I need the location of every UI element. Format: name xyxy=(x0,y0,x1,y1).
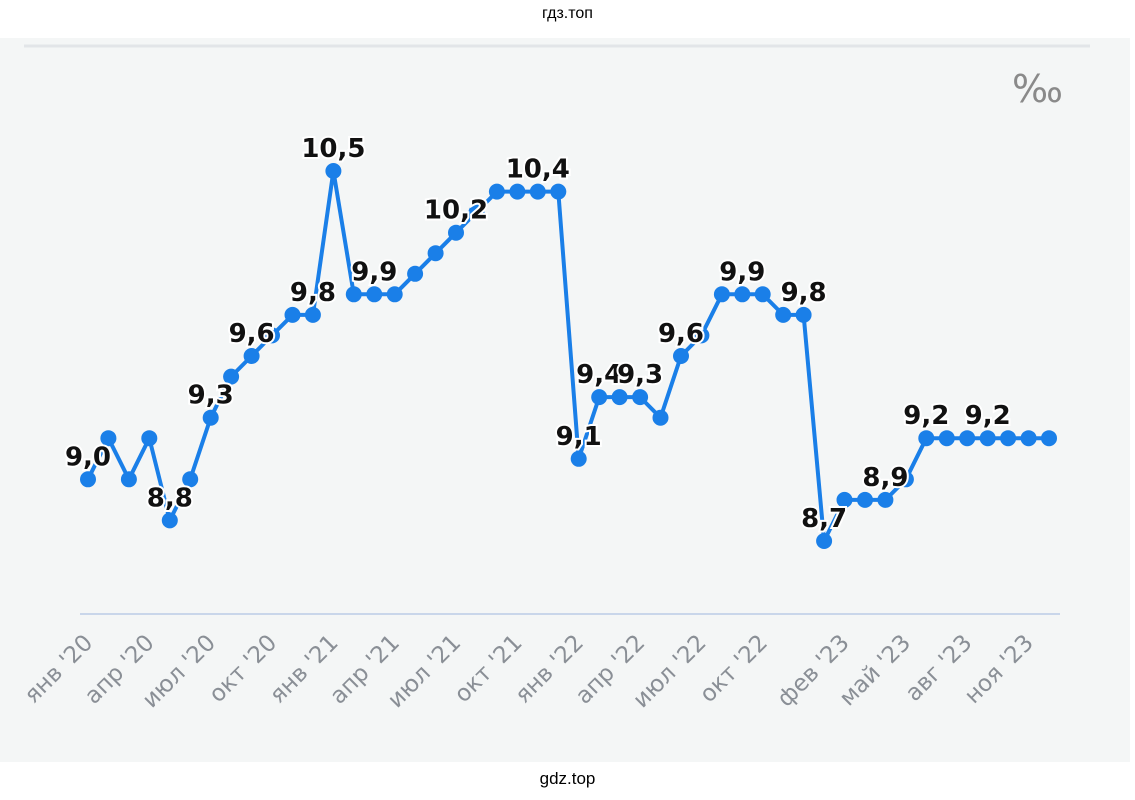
data-point xyxy=(897,471,914,488)
data-point xyxy=(427,245,444,262)
data-label: 9,0 xyxy=(65,442,111,472)
data-point xyxy=(120,471,137,488)
data-point xyxy=(693,327,710,344)
data-point xyxy=(325,163,342,179)
data-point xyxy=(304,306,321,323)
data-point xyxy=(182,471,199,488)
data-label: 10,5 xyxy=(301,134,365,164)
data-point xyxy=(243,348,260,364)
data-point xyxy=(80,471,96,488)
data-point xyxy=(713,286,730,303)
data-point xyxy=(734,286,751,303)
data-point xyxy=(366,286,383,303)
data-point xyxy=(836,491,853,508)
data-point xyxy=(345,286,362,303)
unit-label: ‰ xyxy=(1012,67,1063,111)
data-point xyxy=(468,204,485,221)
data-point xyxy=(877,491,894,508)
data-point xyxy=(100,430,117,447)
data-point xyxy=(529,183,546,200)
x-tick-label: окт '22 xyxy=(695,630,773,708)
data-label: 9,1 xyxy=(556,422,602,452)
data-point xyxy=(509,183,526,200)
data-point xyxy=(202,409,219,426)
data-point xyxy=(795,306,812,323)
series-layer xyxy=(80,163,1057,549)
data-label: 10,2 xyxy=(424,196,488,226)
data-point xyxy=(161,512,178,529)
data-point xyxy=(1000,430,1017,447)
data-label: 9,2 xyxy=(965,401,1011,431)
data-label: 9,9 xyxy=(719,257,765,287)
data-label: 9,8 xyxy=(290,278,336,308)
data-point xyxy=(407,265,424,282)
data-label: 8,8 xyxy=(147,483,193,513)
data-label: 9,9 xyxy=(351,257,397,287)
data-point xyxy=(550,183,567,200)
data-label: 9,8 xyxy=(781,278,827,308)
data-point xyxy=(1020,430,1037,447)
data-point xyxy=(959,430,976,447)
data-label: 9,3 xyxy=(617,360,663,390)
chart-panel: ‰ 9,0 8,8 9,3 9,6 9,8 10,5 9,9 10,2 10,4 9,1 9,4 9,… xyxy=(0,38,1130,762)
data-point xyxy=(979,430,996,447)
data-label: 9,4 xyxy=(576,360,622,390)
data-point xyxy=(652,409,669,426)
data-label: 9,6 xyxy=(658,319,704,349)
data-point xyxy=(223,368,240,385)
data-label: 9,2 xyxy=(903,401,949,431)
x-tick-label: ноя '23 xyxy=(960,630,1039,709)
data-point xyxy=(141,430,158,447)
data-label: 8,9 xyxy=(862,463,908,493)
data-point xyxy=(754,286,771,303)
data-point xyxy=(611,389,628,406)
data-label: 10,4 xyxy=(506,155,570,185)
data-point xyxy=(816,533,833,549)
data-point xyxy=(857,491,873,508)
data-point xyxy=(918,430,935,447)
data-point xyxy=(632,389,649,406)
data-point xyxy=(488,183,505,200)
data-label: 9,6 xyxy=(229,319,275,349)
data-point xyxy=(591,389,608,406)
data-point xyxy=(264,327,280,344)
data-point xyxy=(938,430,955,447)
data-point xyxy=(448,224,464,241)
data-point xyxy=(673,348,689,364)
data-label: 8,7 xyxy=(801,504,847,534)
data-point xyxy=(570,450,587,467)
data-point xyxy=(386,286,403,303)
watermark-bottom: gdz.top xyxy=(539,769,596,788)
line-chart: ‰ 9,08,89,39,69,810,59,910,210,49,19,49,… xyxy=(20,44,1090,713)
data-labels-layer: 9,08,89,39,69,810,59,910,210,49,19,49,39… xyxy=(63,132,1013,536)
data-point xyxy=(775,306,792,323)
data-point xyxy=(1041,430,1057,447)
data-point xyxy=(284,306,301,323)
data-label: 9,3 xyxy=(188,381,234,411)
watermark-top: гдз.топ xyxy=(542,5,593,22)
